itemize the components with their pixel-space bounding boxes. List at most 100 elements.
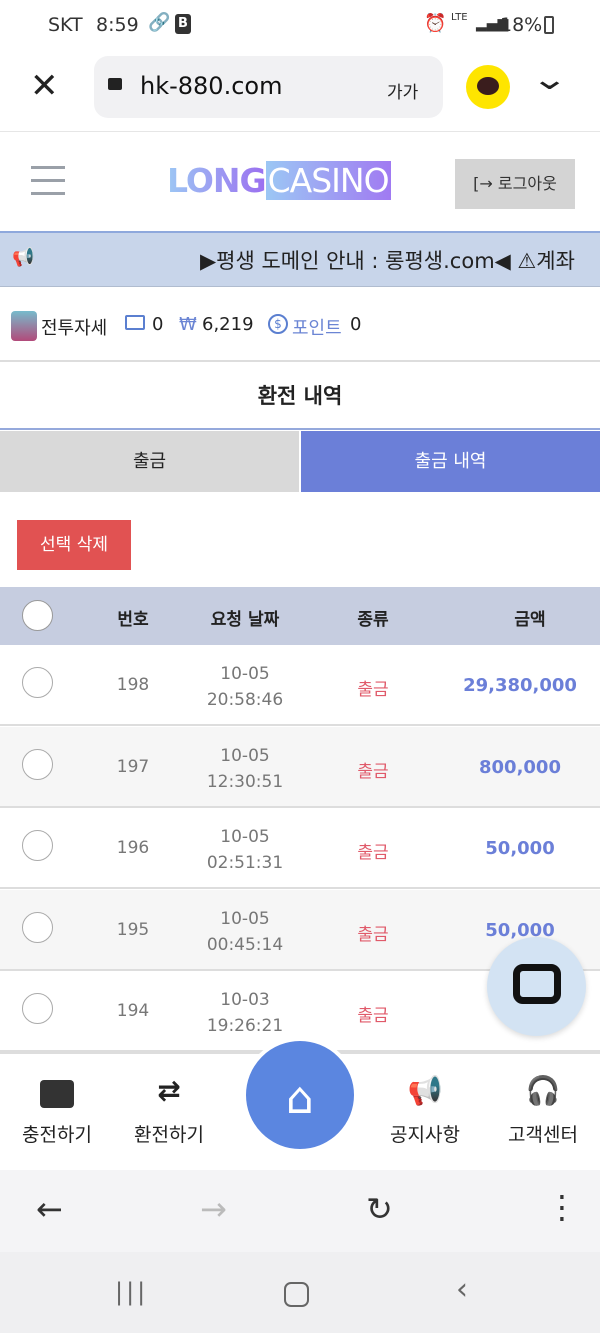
- logo-casino: CASINO: [265, 161, 391, 200]
- row-amount: 50,000: [485, 919, 555, 941]
- row-checkbox[interactable]: [22, 748, 53, 780]
- tab-withdraw-history[interactable]: 출금 내역: [301, 431, 600, 492]
- home-system-icon[interactable]: [284, 1282, 309, 1307]
- kakao-icon[interactable]: [466, 65, 510, 109]
- reload-icon[interactable]: ↻: [366, 1190, 393, 1228]
- delete-selected-button[interactable]: 선택 삭제: [17, 520, 131, 570]
- row-no: 196: [116, 838, 150, 858]
- row-date-day: 10-05: [220, 827, 270, 847]
- table-row: 197 10-05 12:30:51 출금 800,000: [0, 726, 600, 808]
- url-text: hk-880.com: [140, 72, 283, 100]
- row-checkbox[interactable]: [22, 993, 53, 1024]
- megaphone-icon: 📢: [407, 1074, 443, 1107]
- row-type: 출금: [357, 680, 389, 700]
- site-header: LONGCASINO [→ 로그아웃: [0, 133, 600, 231]
- mail-icon[interactable]: [125, 315, 145, 330]
- row-time: 00:45:14: [206, 934, 284, 955]
- logout-label: 로그아웃: [497, 174, 557, 193]
- dollar-icon: $: [268, 314, 288, 334]
- header-amount: 금액: [514, 610, 546, 630]
- row-date: 10-05 00:45:14: [195, 906, 295, 958]
- chat-bubble-icon: [513, 964, 561, 1004]
- row-time: 20:58:46: [206, 690, 284, 710]
- user-info: 전투자세 0 ₩ 6,219 $ 포인트 0: [0, 287, 600, 362]
- select-all-checkbox[interactable]: [22, 600, 53, 631]
- row-no: 197: [116, 756, 150, 777]
- nav-label: 환전하기: [134, 1124, 204, 1146]
- logo[interactable]: LONGCASINO: [167, 161, 391, 200]
- table-header: 번호 요청 날짜 종류 금액: [0, 587, 600, 645]
- app-b-icon: B: [175, 14, 191, 34]
- logout-button[interactable]: [→ 로그아웃: [455, 159, 575, 209]
- carrier: SKT: [48, 14, 83, 36]
- live-chat-button[interactable]: [487, 937, 586, 1036]
- signal-icon: ▂▄▆: [476, 16, 509, 32]
- balance: 6,219: [202, 314, 254, 335]
- row-amount: 50,000: [485, 838, 555, 859]
- row-checkbox[interactable]: [22, 667, 53, 698]
- row-checkbox[interactable]: [22, 830, 53, 861]
- back-system-icon[interactable]: ‹: [456, 1272, 468, 1307]
- header-type: 종류: [357, 610, 389, 630]
- row-date-day: 10-03: [220, 990, 270, 1010]
- nav-support[interactable]: 🎧 고객센터: [488, 1074, 598, 1147]
- row-time: 19:26:21: [206, 1016, 284, 1036]
- hamburger-menu-icon[interactable]: [31, 166, 65, 195]
- nav-label: 충전하기: [22, 1124, 92, 1146]
- row-no: 195: [116, 919, 150, 940]
- row-date: 10-05 12:30:51: [195, 743, 295, 795]
- text-size-button[interactable]: 가가: [387, 83, 419, 103]
- nav-label: 고객센터: [508, 1124, 578, 1146]
- table-row: 196 10-05 02:51:31 출금 50,000: [0, 808, 600, 889]
- home-icon: ⌂: [286, 1073, 314, 1124]
- row-date-day: 10-05: [220, 908, 270, 929]
- message-count: 0: [152, 314, 164, 335]
- megaphone-icon: 📢: [12, 247, 35, 268]
- nav-notice[interactable]: 📢 공지사항: [370, 1074, 480, 1147]
- link-icon: 🔗: [148, 12, 171, 33]
- back-icon[interactable]: ←: [36, 1190, 63, 1228]
- notice-text[interactable]: ▶평생 도메인 안내 : 롱평생.com◀ ⚠계좌: [200, 249, 575, 273]
- logo-long: LONG: [167, 161, 267, 200]
- exchange-icon: ⇄: [157, 1074, 181, 1107]
- alarm-icon: ⏰: [424, 13, 447, 34]
- close-tab-icon[interactable]: ✕: [30, 66, 59, 106]
- headset-icon: 🎧: [525, 1074, 561, 1107]
- url-field[interactable]: hk-880.com 가가: [94, 56, 443, 118]
- notice-bar: 📢 ▶평생 도메인 안내 : 롱평생.com◀ ⚠계좌: [0, 231, 600, 287]
- row-amount: 800,000: [479, 756, 561, 778]
- network-type: LTE: [451, 12, 468, 23]
- nav-deposit[interactable]: 충전하기: [2, 1074, 112, 1147]
- row-type: 출금: [357, 761, 389, 782]
- table-row: 198 10-05 20:58:46 출금 29,380,000: [0, 645, 600, 726]
- row-date-day: 10-05: [220, 664, 270, 684]
- more-menu-icon[interactable]: ⋮: [546, 1188, 578, 1226]
- battery-icon: [544, 16, 554, 34]
- nav-withdraw[interactable]: ⇄ 환전하기: [114, 1074, 224, 1147]
- row-date: 10-05 20:58:46: [195, 661, 295, 713]
- row-type: 출금: [357, 1006, 389, 1026]
- wallet-icon: [40, 1080, 74, 1108]
- header-no: 번호: [117, 610, 149, 630]
- browser-toolbar: ← → ↻ ⋮: [0, 1170, 600, 1252]
- lock-icon: [108, 78, 122, 90]
- page-title: 환전 내역: [0, 362, 600, 430]
- battery-level: 18%: [500, 14, 543, 36]
- row-time: 02:51:31: [206, 853, 284, 873]
- tab-withdraw[interactable]: 출금: [0, 431, 299, 492]
- recents-icon[interactable]: |||: [115, 1278, 149, 1306]
- nav-label: 공지사항: [390, 1124, 460, 1146]
- clock: 8:59: [96, 14, 139, 36]
- row-time: 12:30:51: [206, 771, 284, 792]
- row-date-day: 10-05: [220, 745, 270, 766]
- header-date: 요청 날짜: [210, 610, 280, 630]
- system-nav-bar: ||| ‹: [0, 1252, 600, 1333]
- nav-home-button[interactable]: ⌂: [242, 1037, 358, 1153]
- row-amount: 29,380,000: [463, 675, 577, 696]
- row-type: 출금: [357, 924, 389, 945]
- forward-icon[interactable]: →: [200, 1190, 227, 1228]
- row-no: 198: [116, 675, 150, 695]
- row-date: 10-05 02:51:31: [195, 824, 295, 876]
- row-checkbox[interactable]: [22, 911, 53, 943]
- chevron-down-icon[interactable]: ⌄: [530, 62, 569, 97]
